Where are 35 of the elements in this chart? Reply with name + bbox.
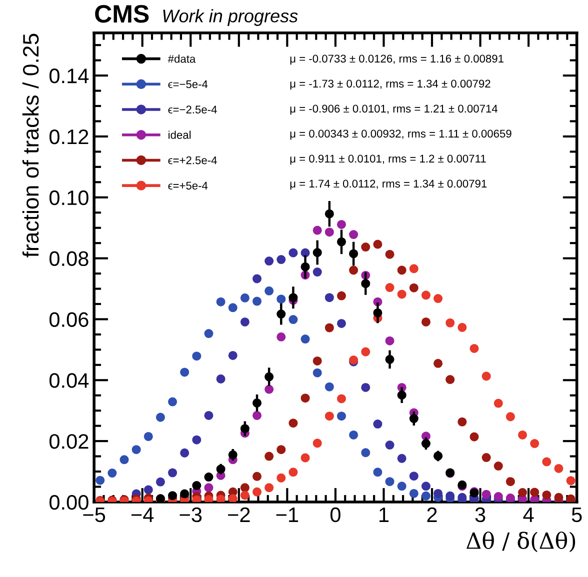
annotation: μ = -1.73 ± 0.0112, rms = 1.34 ± 0.00792 — [290, 80, 490, 90]
y-tick-label: 0.02 — [49, 434, 88, 449]
annotation: μ = -0.906 ± 0.0101, rms = 1.21 ± 0.00714 — [290, 104, 498, 115]
y-tick-label: 0.12 — [49, 129, 88, 144]
chart-subtitle: Work in progress — [163, 9, 298, 26]
annotation: μ = 1.74 ± 0.0112, rms = 1.34 ± 0.00791 — [290, 180, 487, 190]
y-tick-label: 0.00 — [49, 494, 88, 510]
legend-label: ideal — [168, 130, 191, 139]
y-axis-title: fraction of tracks / 0.25 — [22, 34, 39, 258]
legend-label: ϵ=+2.5e-4 — [168, 156, 217, 164]
y-tick-label: 0.14 — [49, 68, 89, 84]
x-tick-label: −4 — [132, 508, 154, 522]
y-tick-label: 0.06 — [49, 312, 88, 327]
annotation: μ = 0.00343 ± 0.00932, rms = 1.11 ± 0.00659 — [290, 130, 512, 140]
legend-label: ϵ=−2.5e-4 — [168, 106, 217, 114]
annotation: μ = -0.0733 ± 0.0126, rms = 1.16 ± 0.00891 — [290, 54, 504, 65]
x-tick-label: −3 — [180, 507, 202, 522]
x-tick-label: 1 — [380, 508, 389, 522]
annotation: μ = 0.911 ± 0.0101, rms = 1.2 ± 0.00711 — [290, 154, 486, 165]
x-tick-label: −2 — [228, 507, 250, 522]
x-axis-title: Δθ / δ(Δθ) — [466, 532, 576, 552]
y-tick-label: 0.04 — [49, 373, 89, 388]
chart-title: CMS — [95, 5, 149, 23]
x-tick-label: 4 — [523, 508, 534, 522]
y-tick-label: 0.08 — [49, 251, 88, 266]
x-tick-label: 0 — [330, 507, 340, 522]
x-tick-label: −5 — [83, 508, 106, 522]
y-tick-label: 0.10 — [49, 190, 88, 206]
x-tick-label: −1 — [276, 508, 298, 522]
legend-label: #data — [168, 54, 196, 63]
legend-label: ϵ=+5e-4 — [168, 182, 208, 190]
x-tick-label: 5 — [572, 508, 582, 522]
x-tick-label: 2 — [427, 507, 437, 522]
legend-label: ϵ=−5e-4 — [168, 80, 208, 88]
x-tick-label: 3 — [475, 507, 486, 522]
